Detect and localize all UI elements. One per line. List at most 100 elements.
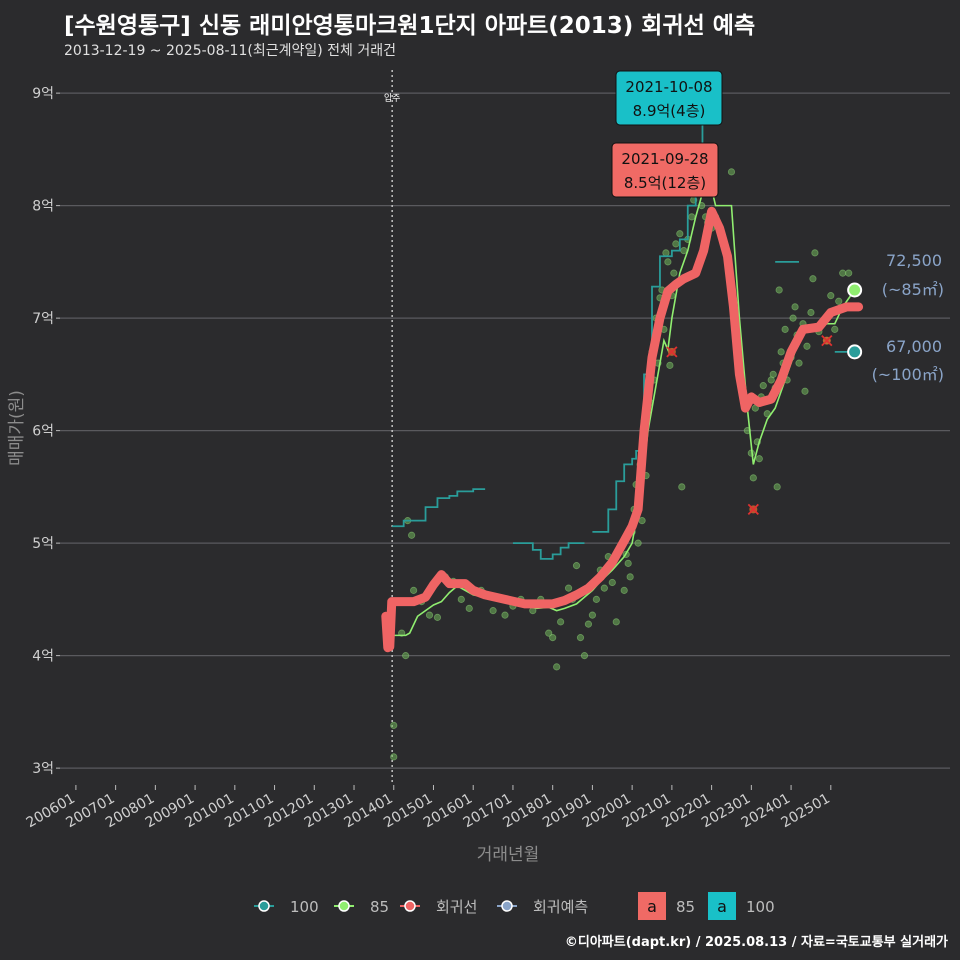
legend-marker-85 (338, 900, 350, 912)
scatter-point (580, 652, 589, 660)
legend-fill-label-100: 100 (746, 898, 775, 916)
scatter-point (564, 584, 573, 592)
scatter-point (489, 607, 497, 615)
x-axis-ticks: 2006012007012008012009012010012011012012… (24, 785, 833, 831)
scatter-point (670, 269, 678, 277)
scatter-point (608, 578, 616, 587)
y-tick-label: 7억 (32, 311, 54, 327)
scatter-point (408, 531, 416, 539)
scatter-point (545, 629, 553, 637)
x-axis-title: 거래년월 (477, 845, 540, 865)
scatter-point (501, 611, 509, 619)
scatter-point (465, 604, 473, 612)
callout-date-100: 2021-10-08 (625, 78, 712, 96)
legend: 100 85 회귀선 회귀예측 a 85 a 100 (254, 892, 775, 920)
scatter-point (811, 249, 819, 257)
scatter-point (410, 586, 418, 594)
legend-fill-glyph-100: a (717, 897, 727, 916)
callout-price-85: 8.5억(12층) (624, 174, 706, 192)
scatter-point (781, 325, 789, 333)
scatter-point (666, 361, 674, 369)
legend-fill-box-85 (638, 892, 666, 920)
y-tick-label: 3억 (32, 761, 54, 777)
series-100-step-line (392, 488, 486, 528)
scatter-point (795, 359, 803, 367)
legend-marker-fc (501, 900, 513, 912)
legend-label-fc: 회귀예측 (533, 898, 588, 916)
outlier-cross (747, 503, 759, 516)
scatter-point (827, 292, 835, 300)
scatter-point (789, 314, 797, 322)
endpoint-marker-85 (847, 282, 863, 298)
scatter-point (390, 721, 398, 729)
scatter-point (777, 348, 785, 356)
chart-title: [수원영통구] 신동 래미안영통마크원1단지 아파트(2013) 회귀선 예측 (64, 13, 756, 39)
scatter-points (390, 145, 857, 761)
endpoint-value-85: 72,500 (886, 251, 942, 270)
legend-label-100: 100 (290, 898, 319, 916)
scatter-point (845, 269, 853, 277)
outlier-marks (666, 334, 833, 516)
move-in-marker: 입주 (384, 70, 401, 785)
endpoint-markers: 72,500 (~85㎡) 67,000 (~100㎡) (847, 251, 944, 384)
scatter-point (749, 474, 757, 482)
y-axis-ticks: 3억 4억 5억 6억 7억 8억 9억 (32, 86, 60, 777)
y-tick-label: 9억 (32, 86, 54, 102)
scatter-point (457, 595, 465, 603)
scatter-point (801, 387, 809, 395)
outlier-cross (666, 346, 678, 358)
move-in-label: 입주 (384, 92, 401, 104)
chart-subtitle: 2013-12-19 ~ 2025-08-11(최근계약일) 전체 거래건 (64, 43, 396, 59)
scatter-point (624, 559, 632, 567)
scatter-point (831, 325, 839, 333)
credit-text: ©디아파트(dapt.kr) / 2025.08.13 / 자료=국토교통부 실… (564, 935, 948, 950)
scatter-point (634, 539, 642, 547)
scatter-point (425, 611, 434, 619)
scatter-point (433, 613, 442, 621)
callout-box-100 (615, 70, 723, 126)
endpoint-area-85: (~85㎡) (882, 280, 944, 299)
endpoint-marker-100 (847, 344, 863, 360)
regression-path (381, 206, 864, 653)
scatter-point (678, 483, 686, 491)
scatter-point (592, 595, 600, 603)
callouts: 2021-10-08 8.9억(4층) 2021-09-28 8.5억(12층) (611, 70, 723, 198)
scatter-point (588, 611, 597, 619)
scatter-point (835, 297, 843, 305)
legend-marker-100 (258, 900, 270, 912)
scatter-point (662, 249, 670, 257)
scatter-point (576, 634, 585, 642)
scatter-point (775, 286, 783, 294)
scatter-point (803, 342, 811, 350)
series-100-step-line (512, 542, 585, 560)
y-tick-label: 4억 (32, 649, 54, 665)
scatter-point (672, 240, 680, 248)
legend-label-85: 85 (370, 898, 389, 916)
legend-fill-box-100 (708, 892, 736, 920)
scatter-point (557, 618, 565, 626)
scatter-point (638, 517, 646, 525)
legend-fill-glyph-85: a (647, 897, 657, 916)
y-tick-label: 8억 (32, 199, 54, 215)
scatter-point (759, 382, 767, 390)
scatter-point (688, 213, 696, 221)
legend-marker-reg (404, 900, 416, 912)
callout-date-85: 2021-09-28 (621, 150, 708, 168)
scatter-point (572, 562, 581, 570)
regression-line (381, 206, 864, 653)
scatter-point (402, 652, 410, 660)
endpoint-value-100: 67,000 (886, 337, 942, 356)
y-tick-label: 6억 (32, 424, 54, 440)
scatter-point (553, 663, 561, 671)
scatter-point (620, 586, 628, 594)
series-85-line (393, 187, 856, 637)
scatter-point (727, 168, 736, 176)
scatter-point (680, 247, 688, 255)
y-tick-label: 5억 (32, 536, 54, 552)
scatter-point (584, 620, 593, 628)
scatter-point (809, 275, 817, 283)
series-85-path (393, 187, 856, 637)
endpoint-area-100: (~100㎡) (872, 365, 944, 384)
scatter-point (664, 258, 672, 266)
